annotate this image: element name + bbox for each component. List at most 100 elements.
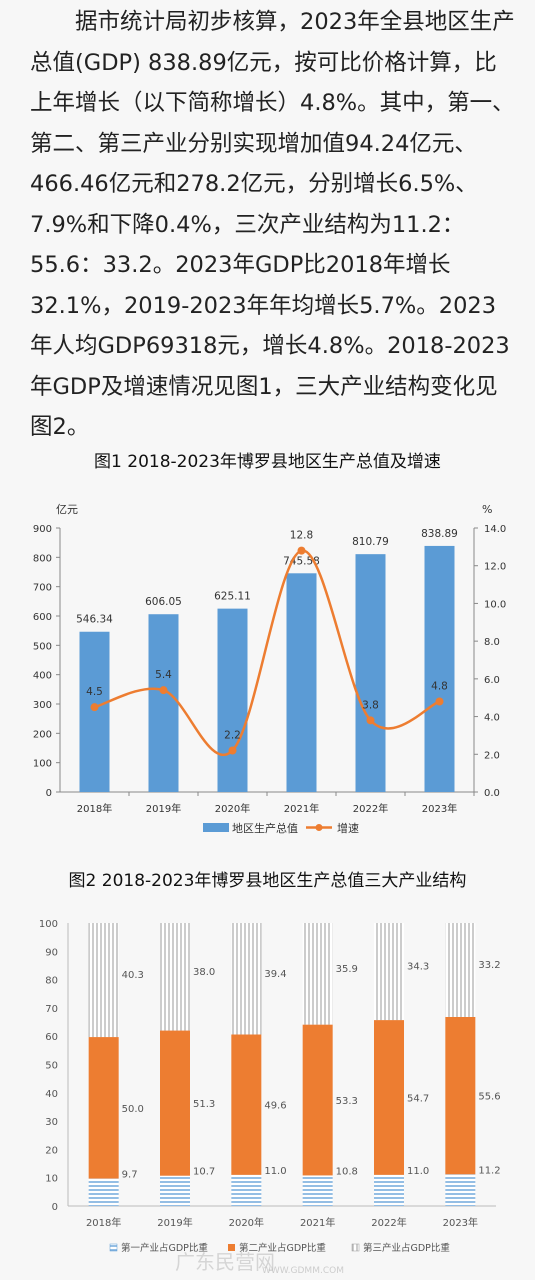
chart1-bar-gdp: [424, 545, 455, 792]
chart1-line-point: [159, 686, 168, 695]
chart2-label-tertiary: 34.3: [407, 962, 429, 973]
chart1-left-tick-label: 0: [46, 788, 52, 799]
chart1-line-label: 5.4: [155, 669, 172, 681]
chart1-gdp-growth: 亿元 % 0 100 200 300 400 500 600 700 800 900 0.0 2.0 4.0…: [33, 503, 506, 835]
chart2-label-secondary: 51.3: [193, 1099, 215, 1110]
chart2-legend-label: 第二产业占GDP比重: [239, 1242, 326, 1254]
chart1-x-tick-label: 2021年: [284, 802, 319, 815]
chart2-label-primary: 11.0: [407, 1166, 429, 1177]
chart2-y-tick-label: 40: [45, 1089, 58, 1100]
chart1-bar-label: 546.34: [76, 614, 113, 626]
chart1-x-tick-label: 2019年: [146, 802, 181, 815]
chart1-right-tick-label: 10.0: [484, 599, 506, 610]
chart2-x-tick-label: 2019年: [157, 1216, 192, 1229]
chart2-label-secondary: 55.6: [478, 1092, 500, 1103]
chart2-label-secondary: 53.3: [336, 1096, 358, 1107]
chart1-line-label: 2.2: [224, 730, 241, 742]
chart2-label-tertiary: 39.4: [264, 969, 286, 980]
chart1-right-tick-label: 14.0: [484, 524, 506, 535]
chart2-bar-secondary: [231, 1034, 262, 1175]
chart2-y-tick-label: 20: [45, 1145, 58, 1156]
chart1-left-tick-label: 200: [33, 729, 52, 740]
chart1-right-tick-label: 4.0: [484, 713, 500, 724]
chart2-bar-primary: [445, 1174, 476, 1206]
chart2-bar-primary: [160, 1175, 190, 1206]
chart1-title: 图1 2018-2023年博罗县地区生产总值及增速: [94, 452, 441, 472]
chart2-legend-swatch: [351, 1243, 360, 1252]
chart1-line-point: [228, 746, 237, 755]
chart2-label-primary: 11.0: [264, 1166, 286, 1177]
chart2-bar-primary: [374, 1174, 404, 1206]
chart1-bar-gdp: [148, 614, 179, 792]
chart2-label-secondary: 50.0: [122, 1104, 144, 1115]
chart1-right-tick-label: 12.0: [484, 562, 506, 573]
chart1-right-tick-label: 2.0: [484, 750, 500, 761]
chart1-left-tick-label: 300: [33, 700, 52, 711]
chart1-line-label: 4.5: [86, 686, 103, 698]
chart1-bar-label: 838.89: [421, 528, 458, 540]
chart2-bar-tertiary: [160, 923, 190, 1031]
chart2-industry-structure: 0 10 20 30 40 50 60 70 80 90 100 9.7 50.0 40.3 2018年 10…: [39, 919, 501, 1254]
chart1-line-label: 4.8: [431, 680, 448, 692]
chart2-x-tick-label: 2023年: [443, 1216, 478, 1229]
chart2-legend-swatch: [228, 1244, 235, 1251]
chart2-y-tick-label: 90: [45, 947, 58, 958]
chart2-label-primary: 9.7: [122, 1170, 138, 1181]
chart2-y-tick-label: 100: [39, 919, 58, 930]
chart2-label-secondary: 54.7: [407, 1093, 429, 1104]
chart1-line-point: [366, 716, 375, 725]
chart2-y-tick-label: 80: [45, 976, 58, 987]
chart2-label-tertiary: 38.0: [193, 967, 215, 978]
chart1-bar-gdp: [79, 631, 110, 792]
chart2-label-primary: 10.7: [193, 1167, 215, 1178]
chart1-left-tick-label: 600: [33, 612, 52, 623]
chart1-bar-label: 625.11: [214, 591, 251, 603]
watermark-logo: 广东民营网: [175, 1250, 275, 1274]
chart2-label-primary: 10.8: [336, 1166, 358, 1177]
chart1-legend-label-gdp: 地区生产总值: [232, 821, 298, 835]
chart2-x-tick-label: 2020年: [229, 1216, 264, 1229]
chart2-y-tick-label: 50: [45, 1061, 58, 1072]
chart2-bar-secondary: [445, 1016, 476, 1175]
chart1-right-tick-label: 8.0: [484, 637, 500, 648]
chart1-line-point: [90, 703, 99, 712]
chart1-line-label: 3.8: [362, 699, 379, 711]
chart2-y-tick-label: 0: [52, 1202, 58, 1213]
chart2-legend-label: 第一产业占GDP比重: [121, 1242, 208, 1254]
chart1-line-growth: [94, 549, 441, 756]
chart1-left-tick-label: 700: [33, 583, 52, 594]
chart2-bar-tertiary: [374, 923, 404, 1021]
chart2-bar-secondary: [88, 1037, 119, 1179]
chart2-x-tick-label: 2018年: [86, 1216, 121, 1229]
chart2-bar-tertiary: [88, 923, 119, 1038]
chart2-y-tick-label: 30: [45, 1117, 58, 1128]
chart2-bar-primary: [88, 1178, 119, 1206]
chart1-left-tick-label: 400: [33, 671, 52, 682]
chart1-x-tick-label: 2020年: [215, 802, 250, 815]
chart2-y-tick-label: 10: [45, 1174, 58, 1185]
chart2-legend-label: 第三产业占GDP比重: [363, 1242, 450, 1254]
chart2-bar-secondary: [302, 1024, 333, 1176]
chart2-bar-tertiary: [302, 923, 333, 1025]
chart2-title: 图2 2018-2023年博罗县地区生产总值三大产业结构: [68, 871, 467, 891]
chart2-y-tick-label: 60: [45, 1032, 58, 1043]
chart1-legend-marker-growth: [315, 824, 323, 831]
chart1-x-tick-label: 2018年: [77, 802, 112, 815]
article-paragraph: 据市统计局初步核算，2023年全县地区生产总值(GDP) 838.89亿元，按可…: [30, 9, 515, 440]
chart2-label-secondary: 49.6: [264, 1101, 286, 1112]
chart2-x-tick-label: 2021年: [300, 1216, 335, 1229]
chart1-line-point: [297, 546, 306, 555]
chart1-x-tick-label: 2023年: [422, 802, 457, 815]
chart2-label-tertiary: 35.9: [336, 964, 358, 975]
chart1-bar-gdp: [286, 573, 317, 792]
chart1-line-label: 12.8: [290, 530, 313, 542]
chart1-left-axis-unit: 亿元: [56, 503, 78, 516]
chart1-left-tick-label: 500: [33, 641, 52, 652]
chart1-line-point: [435, 697, 444, 706]
chart1-left-tick-label: 900: [33, 524, 52, 535]
chart2-y-tick-label: 70: [45, 1004, 58, 1015]
chart2-bar-secondary: [160, 1030, 190, 1176]
chart1-left-tick-label: 800: [33, 553, 52, 564]
chart1-legend-swatch-gdp: [203, 823, 229, 832]
chart1-bar-gdp: [355, 554, 386, 792]
